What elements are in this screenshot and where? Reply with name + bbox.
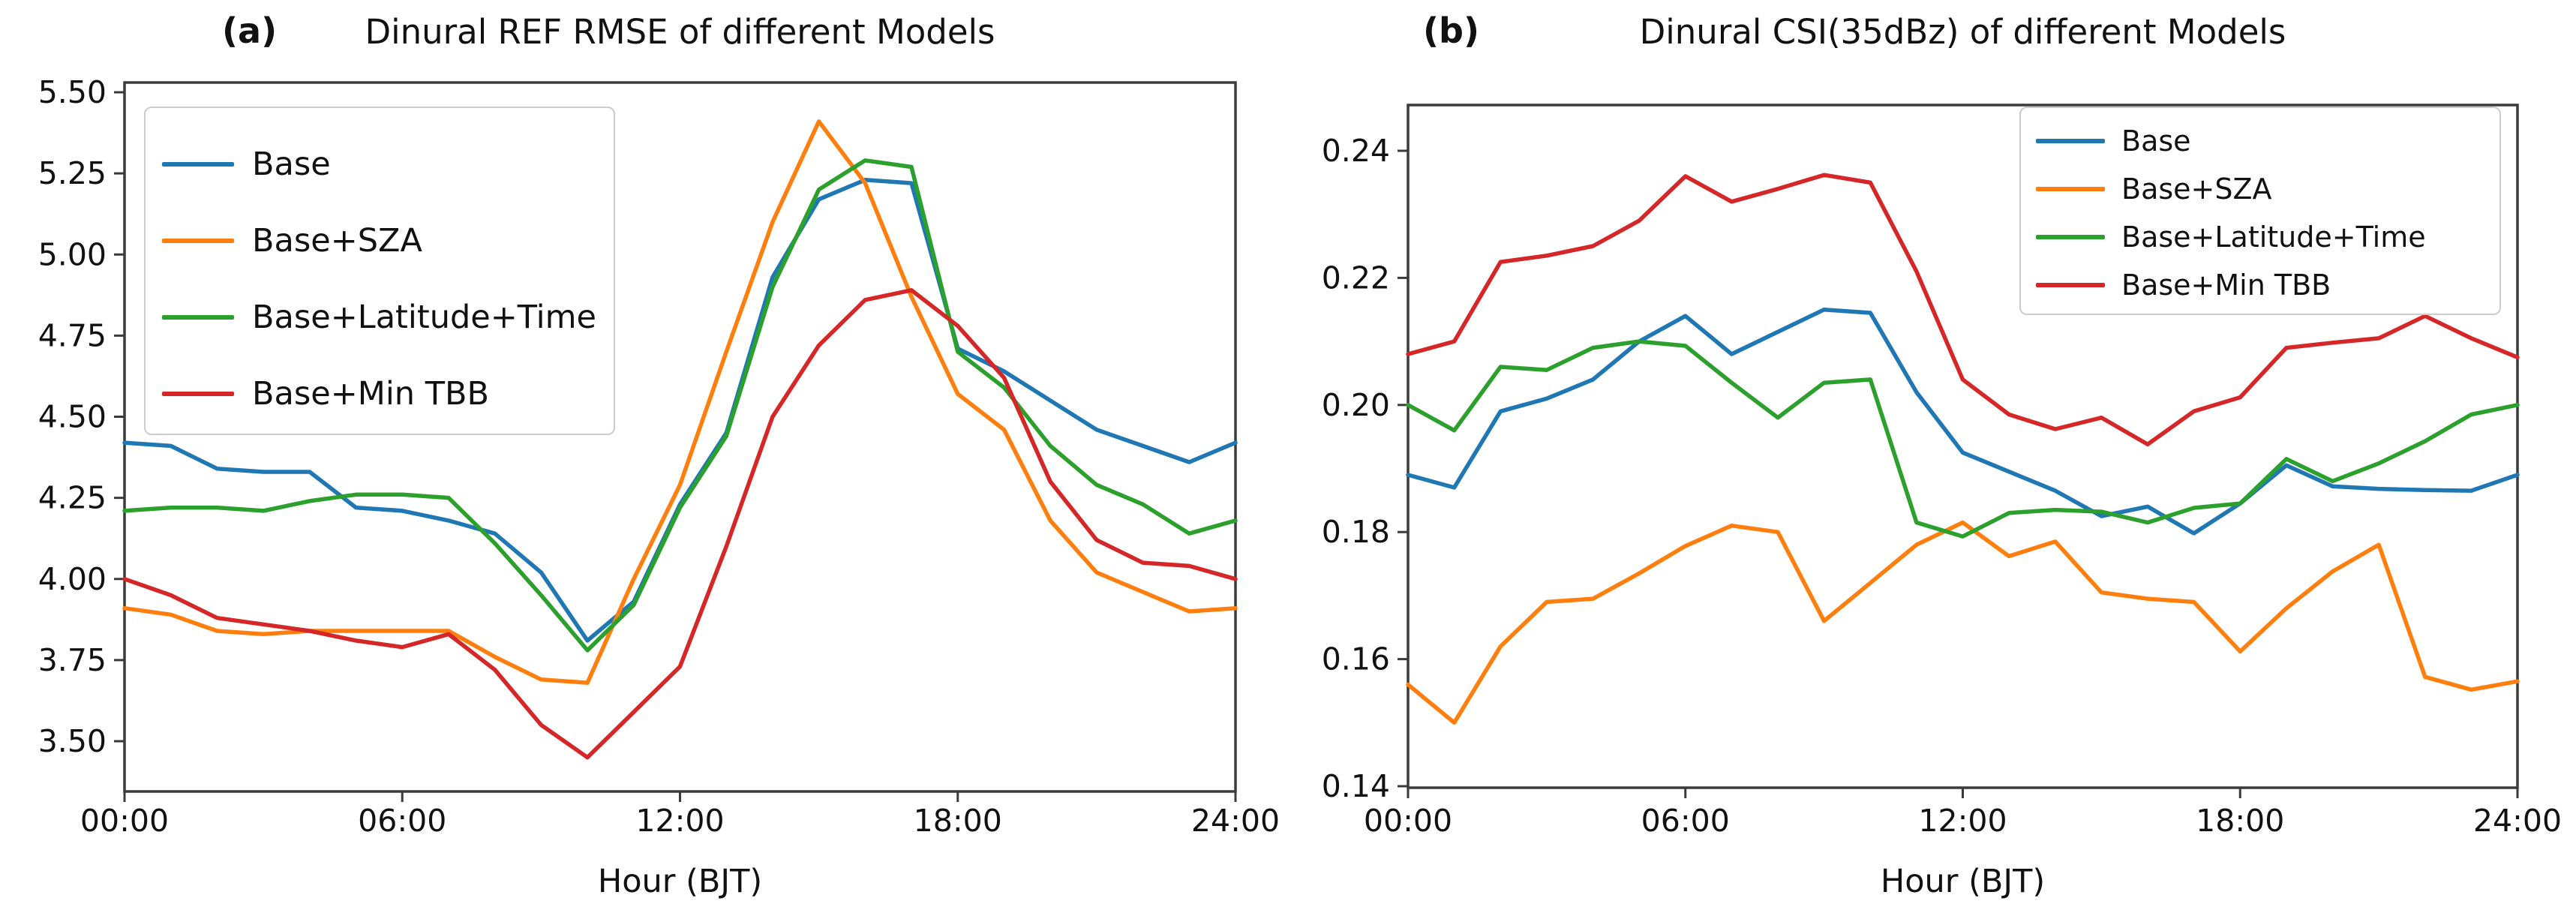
x-tick-label-b: 00:00 xyxy=(1364,803,1452,839)
x-axis-label-a: Hour (BJT) xyxy=(597,863,763,900)
x-tick-label-a: 12:00 xyxy=(635,803,724,839)
x-tick-label-b: 24:00 xyxy=(2473,803,2562,839)
panel-label-b: (b) xyxy=(1423,11,1479,51)
legend-a: Base Base+SZA Base+Latitude+Time Base+Mi… xyxy=(144,107,615,435)
y-tick-label-a: 4.25 xyxy=(38,480,107,516)
y-tick-label-b: 0.14 xyxy=(1322,768,1390,804)
x-tick-label-b: 12:00 xyxy=(1918,803,2007,839)
legend-label: Base+Min TBB xyxy=(252,375,489,413)
legend-row: Base+SZA xyxy=(162,203,614,279)
legend-row: Base+Latitude+Time xyxy=(2036,213,2499,261)
y-tick-label-b: 0.18 xyxy=(1322,514,1390,550)
y-tick-label-a: 4.50 xyxy=(38,399,107,435)
legend-label: Base+SZA xyxy=(252,222,422,260)
series-line-base-latitude-time-b xyxy=(1406,339,2520,539)
x-tick-label-a: 00:00 xyxy=(80,803,169,839)
y-tick-label-b: 0.22 xyxy=(1322,260,1390,296)
y-tick-label-a: 4.75 xyxy=(38,317,107,353)
legend-label: Base+Min TBB xyxy=(2121,269,2331,302)
y-tick-label-b: 0.24 xyxy=(1322,133,1390,169)
legend-row: Base+SZA xyxy=(2036,165,2499,213)
legend-row: Base+Min TBB xyxy=(162,356,614,432)
series-line-base-b xyxy=(1406,307,2520,536)
x-tick-label-a: 24:00 xyxy=(1191,803,1280,839)
legend-row: Base+Latitude+Time xyxy=(162,279,614,356)
chart-title-b: Dinural CSI(35dBz) of different Models xyxy=(1639,12,2286,52)
x-tick-label-b: 06:00 xyxy=(1641,803,1730,839)
legend-label: Base+Latitude+Time xyxy=(252,299,596,336)
y-tick-label-a: 4.00 xyxy=(38,561,107,597)
y-tick-label-a: 5.00 xyxy=(38,236,107,272)
x-tick-label-b: 18:00 xyxy=(2196,803,2284,839)
x-tick-label-a: 06:00 xyxy=(358,803,446,839)
legend-line-swatch-red xyxy=(162,392,234,396)
series-line-base-sza-b xyxy=(1406,520,2520,725)
series-line-base-min-tbb-b xyxy=(1406,173,2520,447)
y-tick-label-a: 3.50 xyxy=(38,723,107,759)
legend-row: Base xyxy=(162,126,614,203)
chart-title-a: Dinural REF RMSE of different Models xyxy=(365,12,995,52)
legend-b: Base Base+SZA Base+Latitude+Time Base+Mi… xyxy=(2019,107,2501,315)
panel-label-a: (a) xyxy=(222,11,278,51)
legend-line-swatch-red xyxy=(2036,283,2105,287)
legend-line-swatch-orange xyxy=(2036,187,2105,191)
legend-line-swatch-green xyxy=(2036,235,2105,239)
legend-label: Base xyxy=(2121,125,2191,158)
x-tick-label-a: 18:00 xyxy=(914,803,1002,839)
legend-line-swatch-green xyxy=(162,315,234,320)
x-axis-label-b: Hour (BJT) xyxy=(1880,863,2046,900)
legend-line-swatch-orange xyxy=(162,239,234,243)
series-line-base-min-tbb-a xyxy=(122,288,1238,760)
y-tick-label-a: 5.50 xyxy=(38,74,107,110)
y-tick-label-b: 0.16 xyxy=(1322,641,1390,677)
y-tick-label-a: 3.75 xyxy=(38,642,107,678)
legend-line-swatch-blue xyxy=(2036,139,2105,143)
legend-label: Base+Latitude+Time xyxy=(2121,221,2426,254)
legend-row: Base+Min TBB xyxy=(2036,261,2499,309)
legend-row: Base xyxy=(2036,117,2499,165)
y-tick-label-b: 0.20 xyxy=(1322,387,1390,423)
legend-line-swatch-blue xyxy=(162,162,234,167)
series-line-base-latitude-time-a xyxy=(122,158,1238,653)
y-tick-label-a: 5.25 xyxy=(38,155,107,191)
legend-label: Base+SZA xyxy=(2121,173,2272,206)
legend-label: Base xyxy=(252,146,331,183)
